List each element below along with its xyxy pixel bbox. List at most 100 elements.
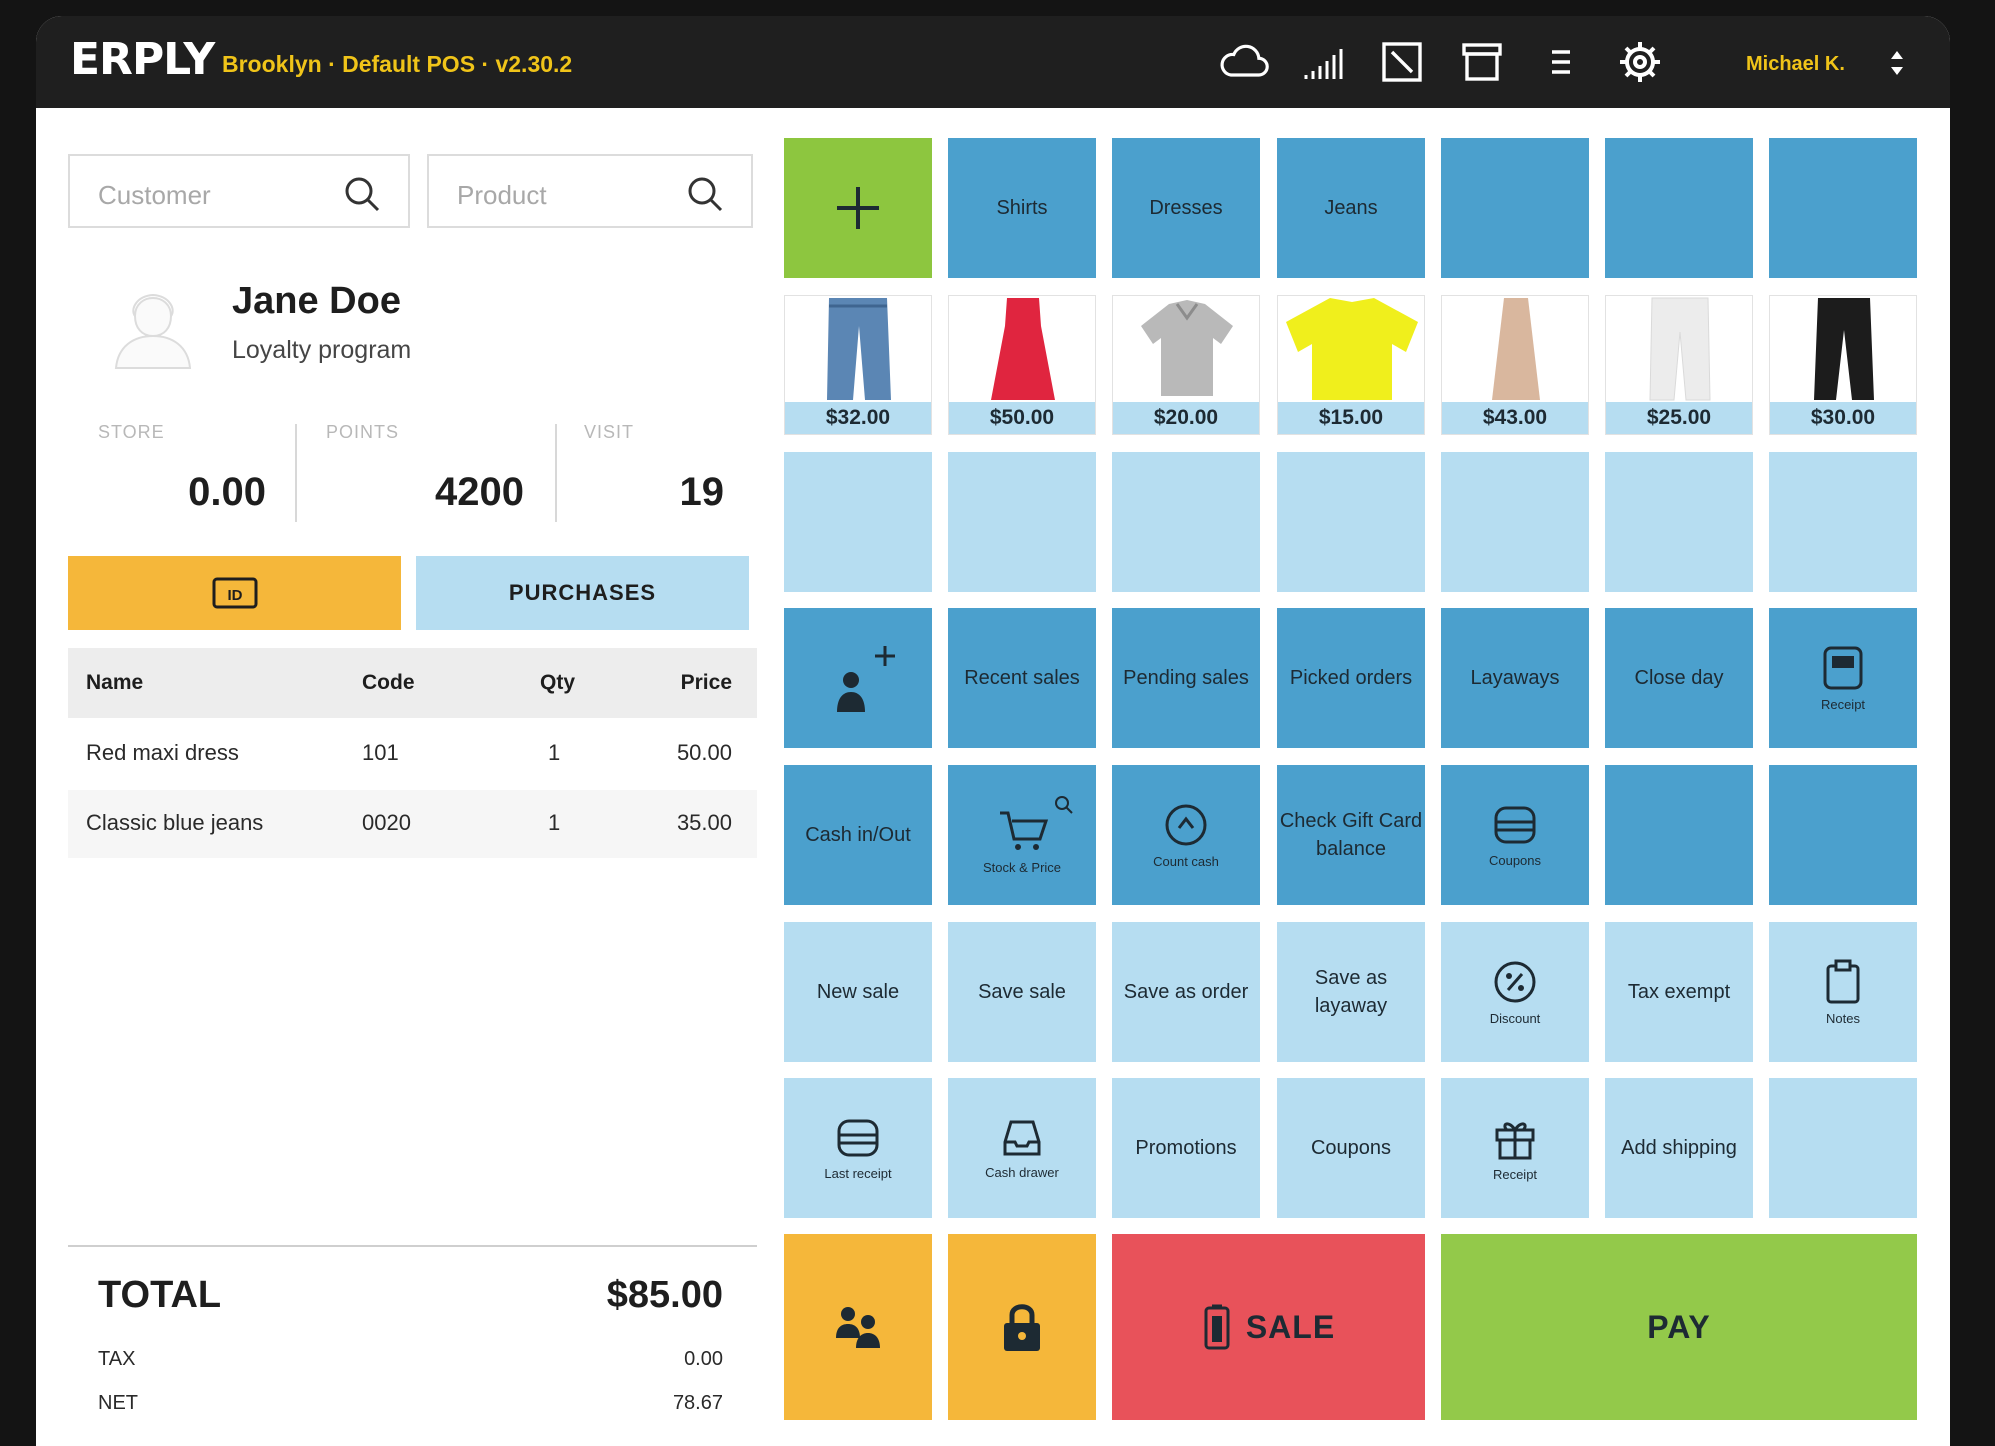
col-price[interactable]: Price	[680, 671, 732, 694]
add-product-button[interactable]	[784, 138, 932, 278]
add-customer-button[interactable]	[784, 608, 932, 748]
product-tile-black-pants[interactable]: $30.00	[1769, 295, 1917, 435]
empty-slot[interactable]	[1769, 1078, 1917, 1218]
count-icon	[1165, 804, 1207, 846]
save-as-layaway-button[interactable]: Save as layaway	[1277, 922, 1425, 1062]
user-name[interactable]: Michael K.	[1746, 53, 1845, 75]
stock-price-button[interactable]: Stock & Price	[948, 765, 1096, 905]
product-tile-white-pants[interactable]: $25.00	[1605, 295, 1753, 435]
category-shirts[interactable]: Shirts	[948, 138, 1096, 278]
empty-slot[interactable]	[1605, 452, 1753, 592]
customer-name: Jane Doe	[232, 280, 401, 322]
category-empty[interactable]	[1441, 138, 1589, 278]
picked-orders-button[interactable]: Picked orders	[1277, 608, 1425, 748]
menu-icon[interactable]	[1534, 38, 1586, 86]
notes-label: Notes	[1826, 1011, 1860, 1026]
product-tile-polo[interactable]: $20.00	[1112, 295, 1260, 435]
coupons-dark-button[interactable]: Coupons	[1441, 765, 1589, 905]
product-search-input[interactable]: Product	[427, 154, 753, 228]
table-row[interactable]: Red maxi dress 101 1 50.00	[68, 720, 757, 788]
clipboard-icon	[1826, 959, 1860, 1004]
stat-value-points: 4200	[435, 470, 524, 514]
col-code[interactable]: Code	[362, 671, 415, 694]
archive-icon[interactable]	[1456, 38, 1508, 86]
col-qty[interactable]: Qty	[540, 671, 576, 694]
new-sale-button[interactable]: New sale	[784, 922, 932, 1062]
beige-skirt-image	[1492, 298, 1540, 400]
gift-receipt-button[interactable]: Receipt	[1441, 1078, 1589, 1218]
empty-slot[interactable]	[1605, 765, 1753, 905]
empty-slot[interactable]	[1277, 452, 1425, 592]
product-tile-red-dress[interactable]: $50.00	[948, 295, 1096, 435]
coupons-button[interactable]: Coupons	[1277, 1078, 1425, 1218]
cash-in-out-button[interactable]: Cash in/Out	[784, 765, 932, 905]
last-receipt-button[interactable]: Last receipt	[784, 1078, 932, 1218]
save-sale-button[interactable]: Save sale	[948, 922, 1096, 1062]
sale-label: SALE	[1245, 1309, 1336, 1345]
discount-button[interactable]: Discount	[1441, 922, 1589, 1062]
stat-label-visit: VISIT	[584, 422, 635, 442]
gear-icon[interactable]	[1614, 38, 1666, 86]
id-card-icon: ID	[212, 577, 257, 609]
col-name[interactable]: Name	[86, 671, 144, 694]
pay-button[interactable]: PAY	[1441, 1234, 1917, 1420]
product-tile-skirt[interactable]: $43.00	[1441, 295, 1589, 435]
add-shipping-button[interactable]: Add shipping	[1605, 1078, 1753, 1218]
customer-card-button[interactable]: ID	[68, 556, 401, 630]
empty-slot[interactable]	[1441, 452, 1589, 592]
stat-value-visit: 19	[679, 470, 725, 514]
cloud-icon[interactable]	[1218, 38, 1270, 86]
empty-slot[interactable]	[1769, 452, 1917, 592]
net-label: NET	[98, 1392, 138, 1414]
notes-button[interactable]: Notes	[1769, 922, 1917, 1062]
signal-icon	[1298, 38, 1350, 86]
tax-exempt-button[interactable]: Tax exempt	[1605, 922, 1753, 1062]
search-icon	[688, 177, 723, 212]
purchases-button[interactable]: PURCHASES	[416, 556, 749, 630]
product-price: $20.00	[1113, 402, 1259, 434]
sale-button[interactable]: SALE	[1112, 1234, 1425, 1420]
last-receipt-label: Last receipt	[824, 1166, 892, 1181]
cart-search-icon	[1000, 796, 1073, 850]
empty-slot[interactable]	[784, 452, 932, 592]
row-qty: 1	[548, 810, 561, 835]
pending-sales-button[interactable]: Pending sales	[1112, 608, 1260, 748]
stat-label-points: POINTS	[326, 422, 400, 442]
category-jeans[interactable]: Jeans	[1277, 138, 1425, 278]
customers-button[interactable]	[784, 1234, 932, 1420]
search-icon	[345, 177, 380, 212]
recent-sales-button[interactable]: Recent sales	[948, 608, 1096, 748]
promotions-button[interactable]: Promotions	[1112, 1078, 1260, 1218]
pos-device: ERPLY Brooklyn · Default POS · v2.30.2 M…	[36, 16, 1950, 1446]
screen-icon[interactable]	[1376, 38, 1428, 86]
product-price: $32.00	[785, 402, 931, 434]
lock-button[interactable]	[948, 1234, 1096, 1420]
layaways-button[interactable]: Layaways	[1441, 608, 1589, 748]
receipt-button[interactable]: Receipt	[1769, 608, 1917, 748]
stat-value-store: 0.00	[188, 470, 266, 514]
gift-card-balance-button[interactable]: Check Gift Card balance	[1277, 765, 1425, 905]
table-row[interactable]: Classic blue jeans 0020 1 35.00	[68, 790, 757, 858]
net-value: 78.67	[672, 1392, 723, 1414]
row-price: 50.00	[676, 740, 732, 765]
customer-search-input[interactable]: Customer	[68, 154, 410, 228]
yellow-tshirt-image	[1286, 298, 1418, 400]
user-caret-icon[interactable]	[1889, 46, 1905, 80]
category-dresses[interactable]: Dresses	[1112, 138, 1260, 278]
close-day-button[interactable]: Close day	[1605, 608, 1753, 748]
row-qty: 1	[548, 740, 561, 765]
empty-slot[interactable]	[1112, 452, 1260, 592]
product-tile-yellow-tee[interactable]: $15.00	[1277, 295, 1425, 435]
category-empty[interactable]	[1605, 138, 1753, 278]
cash-drawer-button[interactable]: Cash drawer	[948, 1078, 1096, 1218]
empty-slot[interactable]	[948, 452, 1096, 592]
card-button-label: ID	[227, 587, 242, 604]
save-as-order-button[interactable]: Save as order	[1112, 922, 1260, 1062]
row-code: 101	[362, 740, 399, 765]
customer-program: Loyalty program	[232, 336, 412, 364]
category-empty[interactable]	[1769, 138, 1917, 278]
product-tile-jeans[interactable]: $32.00	[784, 295, 932, 435]
count-cash-button[interactable]: Count cash	[1112, 765, 1260, 905]
drawer-icon	[1003, 1120, 1041, 1156]
empty-slot[interactable]	[1769, 765, 1917, 905]
